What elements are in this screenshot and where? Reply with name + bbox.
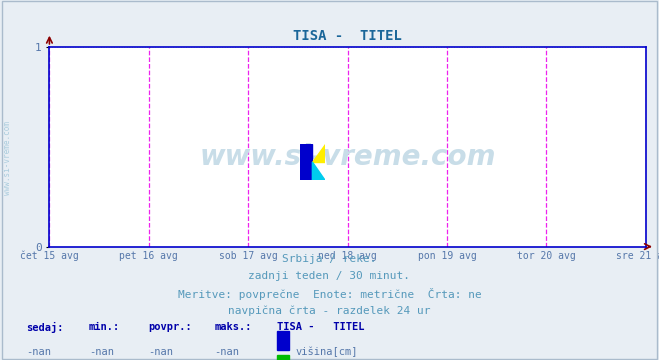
Text: -nan: -nan [214, 347, 239, 357]
Polygon shape [312, 162, 325, 180]
Text: -nan: -nan [89, 347, 114, 357]
Text: sedaj:: sedaj: [26, 322, 64, 333]
Text: www.si-vreme.com: www.si-vreme.com [200, 143, 496, 171]
Polygon shape [300, 144, 312, 180]
Text: TISA -   TITEL: TISA - TITEL [277, 322, 364, 332]
Text: višina[cm]: višina[cm] [295, 347, 358, 357]
Text: maks.:: maks.: [214, 322, 252, 332]
Text: navpična črta - razdelek 24 ur: navpična črta - razdelek 24 ur [228, 306, 431, 316]
Text: povpr.:: povpr.: [148, 322, 192, 332]
Polygon shape [312, 144, 325, 162]
Text: www.si-vreme.com: www.si-vreme.com [3, 121, 13, 195]
Text: Srbija / reke.: Srbija / reke. [282, 254, 377, 264]
Text: min.:: min.: [89, 322, 120, 332]
Title: TISA -  TITEL: TISA - TITEL [293, 29, 402, 43]
Text: -nan: -nan [26, 347, 51, 357]
Text: zadnji teden / 30 minut.: zadnji teden / 30 minut. [248, 271, 411, 281]
Text: Meritve: povprečne  Enote: metrične  Črta: ne: Meritve: povprečne Enote: metrične Črta:… [178, 288, 481, 300]
Text: -nan: -nan [148, 347, 173, 357]
